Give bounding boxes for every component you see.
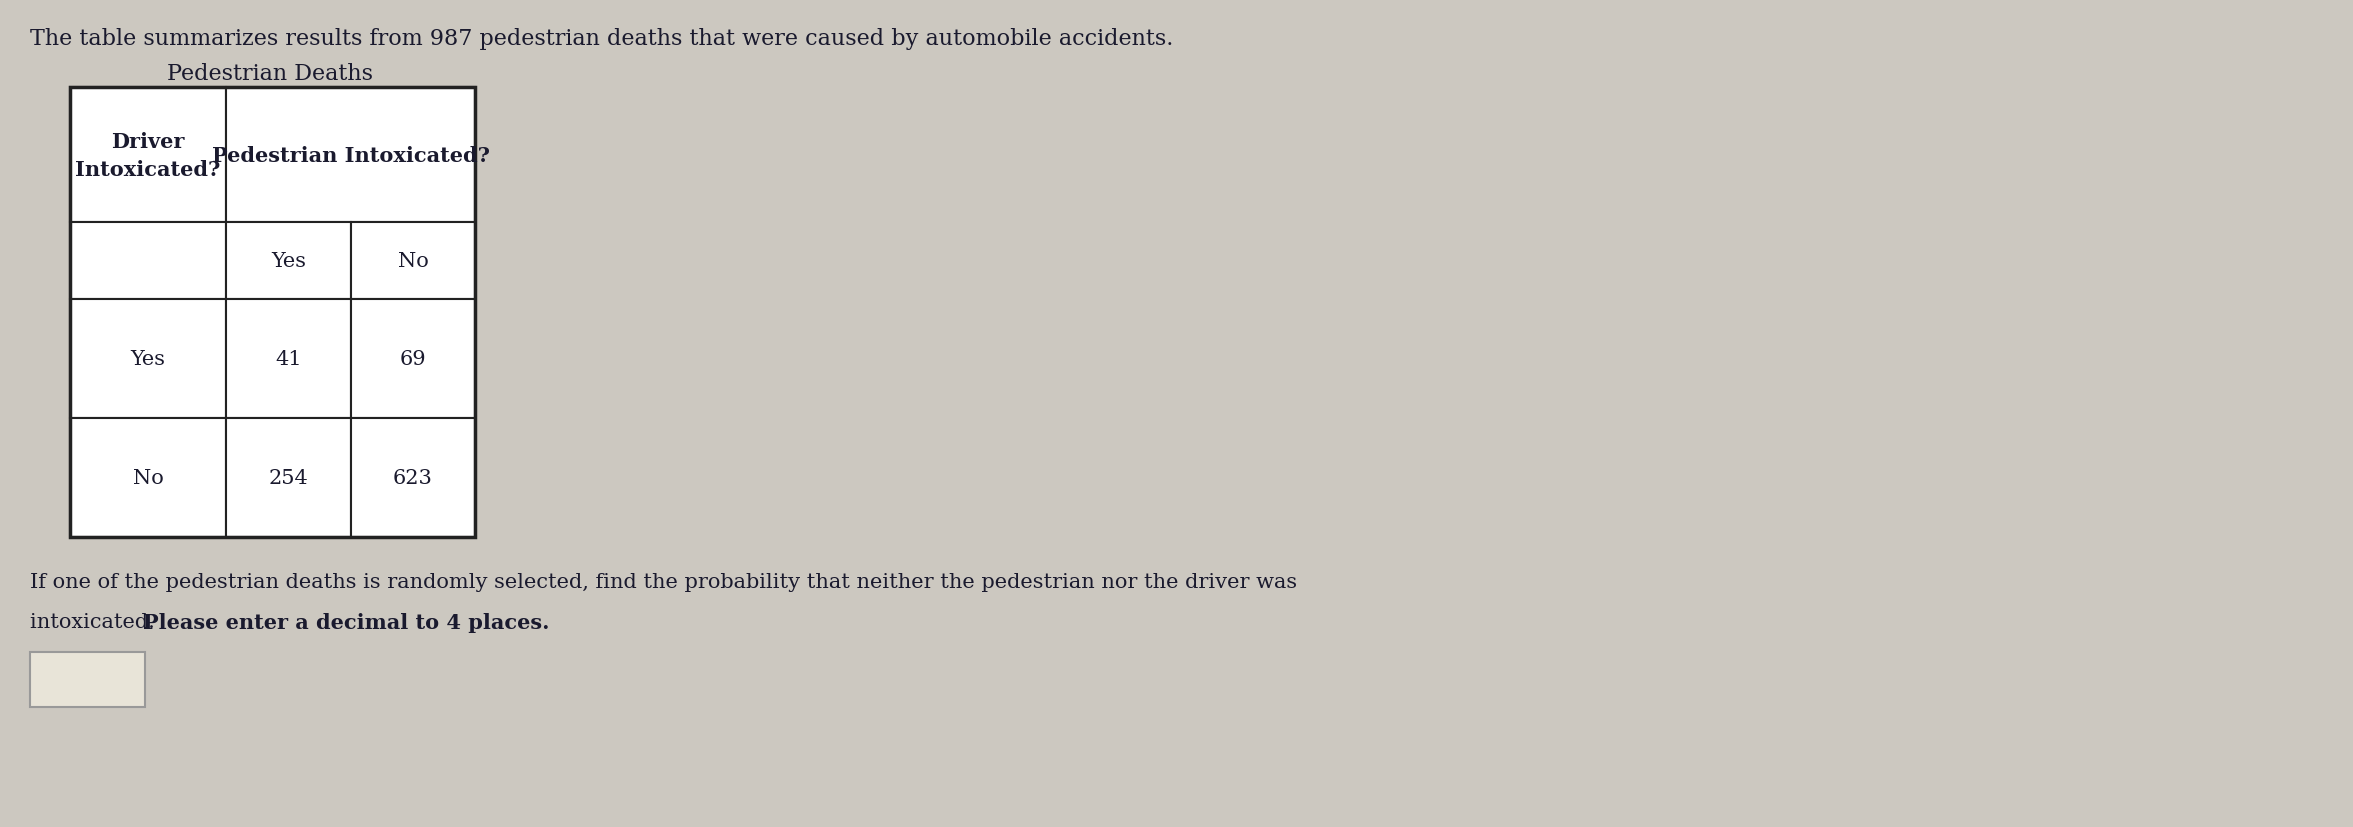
Text: Yes: Yes xyxy=(129,349,165,368)
Text: 254: 254 xyxy=(268,468,308,487)
Bar xyxy=(351,299,475,418)
Text: intoxicated.: intoxicated. xyxy=(31,612,162,631)
Bar xyxy=(226,418,351,538)
Bar xyxy=(226,88,475,222)
Bar xyxy=(71,88,226,222)
Bar xyxy=(226,299,351,418)
Bar xyxy=(71,88,475,538)
Text: 41: 41 xyxy=(275,349,301,368)
Bar xyxy=(31,653,146,707)
Text: 69: 69 xyxy=(400,349,426,368)
Bar xyxy=(351,418,475,538)
Bar xyxy=(226,222,351,299)
Text: Pedestrian Deaths: Pedestrian Deaths xyxy=(167,63,374,85)
Text: No: No xyxy=(398,251,428,270)
Text: No: No xyxy=(132,468,162,487)
Text: If one of the pedestrian deaths is randomly selected, find the probability that : If one of the pedestrian deaths is rando… xyxy=(31,572,1297,591)
Bar xyxy=(71,299,226,418)
Text: Yes: Yes xyxy=(271,251,306,270)
Bar xyxy=(71,418,226,538)
Text: Driver
Intoxicated?: Driver Intoxicated? xyxy=(75,131,221,179)
Text: The table summarizes results from 987 pedestrian deaths that were caused by auto: The table summarizes results from 987 pe… xyxy=(31,28,1174,50)
Bar xyxy=(351,222,475,299)
Text: Pedestrian Intoxicated?: Pedestrian Intoxicated? xyxy=(212,146,489,165)
Text: Please enter a decimal to 4 places.: Please enter a decimal to 4 places. xyxy=(144,612,551,632)
Text: 623: 623 xyxy=(393,468,433,487)
Bar xyxy=(71,222,226,299)
